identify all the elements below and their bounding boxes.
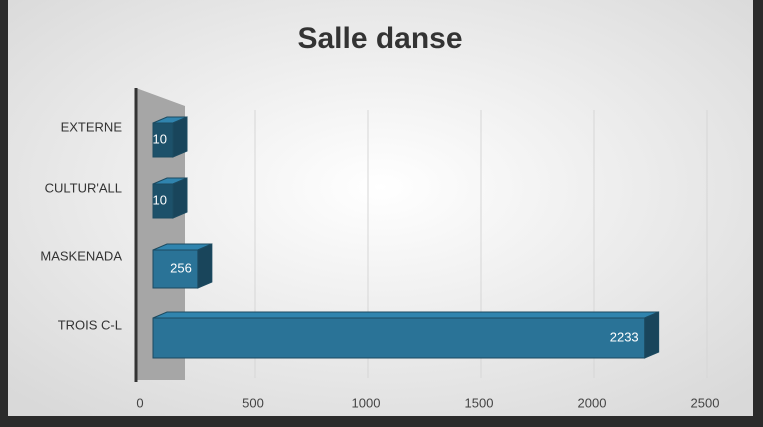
x-tick-label: 500 xyxy=(242,395,264,410)
x-tick-label: 2000 xyxy=(578,395,607,410)
y-tick-label: EXTERNE xyxy=(61,119,123,134)
x-tick-label: 0 xyxy=(136,395,143,410)
bar xyxy=(152,311,660,359)
value-label: 10 xyxy=(153,131,167,146)
x-tick-label: 1500 xyxy=(465,395,494,410)
bar-side xyxy=(172,116,188,158)
bar-front xyxy=(152,317,646,359)
chart-title: Salle danse xyxy=(297,22,462,55)
bar xyxy=(152,116,188,158)
bar-side xyxy=(644,311,660,359)
bar-front xyxy=(152,249,199,289)
value-label: 2233 xyxy=(610,329,639,344)
value-label: 10 xyxy=(153,192,167,207)
bar-side xyxy=(197,243,213,289)
bar-top xyxy=(152,311,659,319)
value-label: 256 xyxy=(170,260,192,275)
side-wall xyxy=(136,88,185,380)
bar xyxy=(152,177,188,219)
bar-side xyxy=(172,177,188,219)
y-tick-label: MASKENADA xyxy=(40,248,122,263)
bar-front xyxy=(152,122,174,158)
y-tick-label: TROIS C-L xyxy=(58,317,122,332)
bar-front xyxy=(152,183,174,219)
bar xyxy=(152,243,213,289)
x-tick-label: 1000 xyxy=(352,395,381,410)
y-tick-label: CULTUR'ALL xyxy=(45,180,122,195)
x-tick-label: 2500 xyxy=(691,395,720,410)
